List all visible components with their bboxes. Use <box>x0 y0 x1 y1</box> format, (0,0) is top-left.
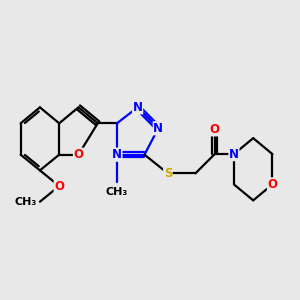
Text: CH₃: CH₃ <box>14 197 37 207</box>
Text: N: N <box>112 148 122 161</box>
Text: O: O <box>210 123 220 136</box>
Text: S: S <box>164 167 172 180</box>
Text: N: N <box>133 101 142 114</box>
Text: O: O <box>268 178 278 191</box>
Text: N: N <box>229 148 239 160</box>
Text: CH₃: CH₃ <box>106 187 128 197</box>
Text: O: O <box>74 148 83 161</box>
Text: N: N <box>153 122 163 135</box>
Text: O: O <box>54 180 64 193</box>
